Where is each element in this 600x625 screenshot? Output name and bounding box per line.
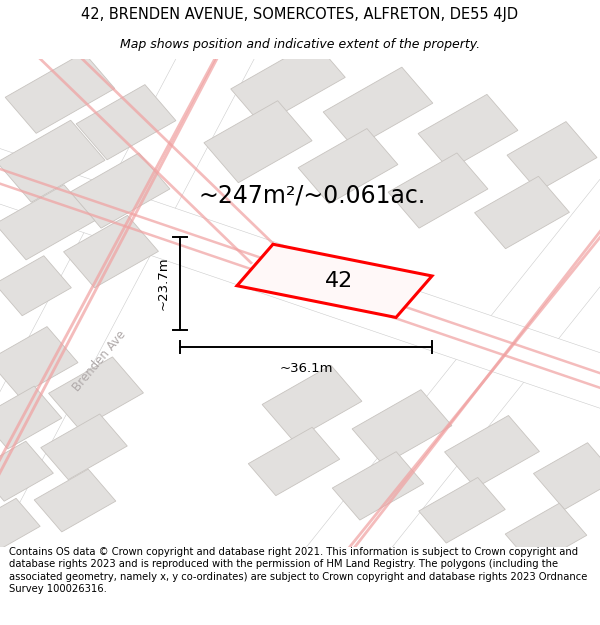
Text: ~247m²/~0.061ac.: ~247m²/~0.061ac. <box>199 183 425 208</box>
Polygon shape <box>505 503 587 566</box>
Polygon shape <box>323 67 433 148</box>
Polygon shape <box>0 498 40 551</box>
Polygon shape <box>0 34 229 516</box>
Polygon shape <box>76 84 176 160</box>
Polygon shape <box>262 365 362 441</box>
Polygon shape <box>388 153 488 228</box>
Polygon shape <box>237 244 432 318</box>
Polygon shape <box>0 158 600 384</box>
Polygon shape <box>0 327 78 396</box>
Polygon shape <box>231 41 345 125</box>
Polygon shape <box>248 428 340 496</box>
Polygon shape <box>34 469 116 532</box>
Polygon shape <box>64 216 158 288</box>
Polygon shape <box>507 122 597 191</box>
Polygon shape <box>419 478 505 543</box>
Polygon shape <box>70 153 170 228</box>
Polygon shape <box>49 357 143 429</box>
Polygon shape <box>298 129 398 204</box>
Polygon shape <box>475 176 569 249</box>
Polygon shape <box>29 48 253 264</box>
Polygon shape <box>0 120 105 202</box>
Polygon shape <box>352 390 452 465</box>
Polygon shape <box>533 442 600 509</box>
Text: 42: 42 <box>325 271 353 291</box>
Polygon shape <box>0 22 261 534</box>
Polygon shape <box>0 173 600 399</box>
Polygon shape <box>5 52 115 133</box>
Polygon shape <box>41 414 127 479</box>
Text: Map shows position and indicative extent of the property.: Map shows position and indicative extent… <box>120 38 480 51</box>
Polygon shape <box>0 441 53 501</box>
Polygon shape <box>335 192 600 572</box>
Polygon shape <box>0 386 62 449</box>
Text: Contains OS data © Crown copyright and database right 2021. This information is : Contains OS data © Crown copyright and d… <box>9 547 587 594</box>
Polygon shape <box>71 48 295 264</box>
Text: ~23.7m: ~23.7m <box>157 256 170 310</box>
Polygon shape <box>329 199 600 572</box>
Polygon shape <box>204 101 312 182</box>
Polygon shape <box>418 94 518 169</box>
Polygon shape <box>445 416 539 488</box>
Polygon shape <box>332 452 424 520</box>
Polygon shape <box>0 184 95 260</box>
Polygon shape <box>300 179 600 588</box>
Text: Brenden Ave: Brenden Ave <box>70 328 128 394</box>
Text: ~36.1m: ~36.1m <box>279 362 333 375</box>
Polygon shape <box>0 142 600 414</box>
Polygon shape <box>0 256 71 316</box>
Polygon shape <box>0 49 223 530</box>
Text: 42, BRENDEN AVENUE, SOMERCOTES, ALFRETON, DE55 4JD: 42, BRENDEN AVENUE, SOMERCOTES, ALFRETON… <box>82 7 518 22</box>
